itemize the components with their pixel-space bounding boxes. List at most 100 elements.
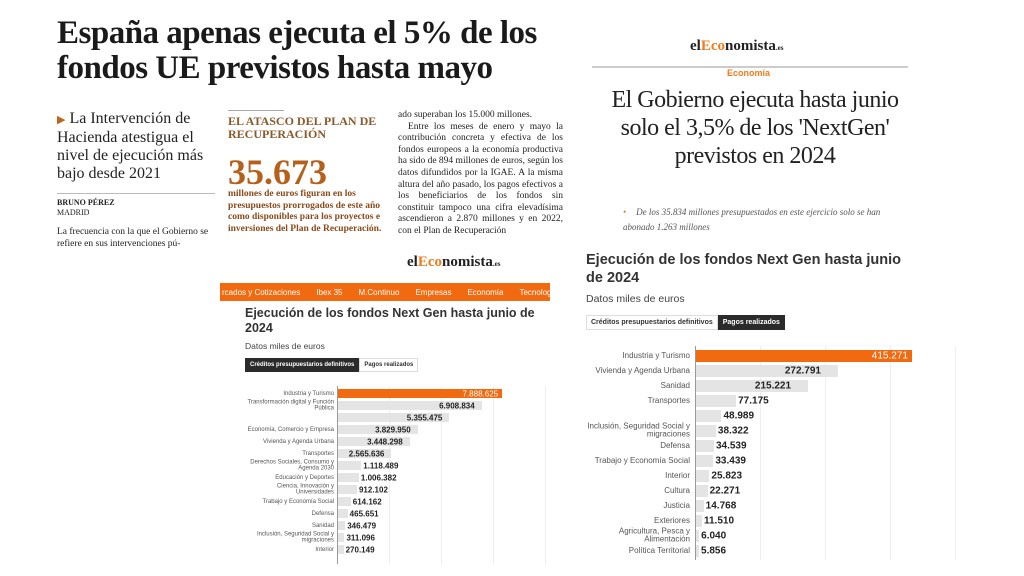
category-label: Política Territorial bbox=[628, 545, 690, 555]
data-label: 912.102 bbox=[358, 485, 388, 494]
data-label: 6.908.834 bbox=[439, 401, 475, 410]
category-label: Transportes bbox=[647, 395, 690, 405]
bar[interactable] bbox=[696, 425, 716, 437]
eleconomista-logo[interactable]: elEconomista.es bbox=[690, 38, 784, 54]
bar[interactable] bbox=[338, 521, 346, 530]
category-label: Justicia bbox=[663, 500, 690, 510]
nav-item[interactable]: rcados y Cotizaciones bbox=[222, 287, 301, 297]
site-nav: rcados y Cotizaciones Ibex 35 M.Continuo… bbox=[220, 283, 550, 301]
data-label: 3.829.950 bbox=[375, 425, 411, 434]
bar[interactable] bbox=[338, 485, 357, 494]
category-label: Defensa bbox=[660, 440, 690, 450]
chart-title: Ejecución de los fondos Next Gen hasta j… bbox=[586, 252, 902, 286]
data-label: 22.271 bbox=[709, 485, 741, 497]
bar[interactable] bbox=[696, 470, 710, 482]
category-label: Interior bbox=[665, 470, 690, 480]
data-label: 6.040 bbox=[701, 530, 727, 542]
tab-pagos[interactable]: Pagos realizados bbox=[359, 358, 419, 372]
tab-creditos[interactable]: Créditos presupuestarios definitivos bbox=[245, 358, 360, 372]
bar[interactable] bbox=[696, 440, 714, 452]
bar[interactable] bbox=[338, 413, 450, 422]
category-label: Cultura bbox=[664, 485, 690, 495]
nav-item[interactable]: Economía bbox=[467, 287, 504, 297]
nav-item[interactable]: M.Continuo bbox=[358, 287, 400, 297]
author: BRUNO PÉREZ bbox=[57, 198, 115, 207]
triangle-bullet-icon: ▶ bbox=[57, 114, 66, 126]
data-label: 48.989 bbox=[723, 410, 755, 422]
gridline bbox=[825, 346, 826, 560]
category-label: Vivienda y Agenda Urbana bbox=[595, 365, 690, 375]
bar[interactable] bbox=[338, 437, 410, 446]
gridline bbox=[389, 386, 390, 564]
bar[interactable] bbox=[696, 350, 912, 362]
bar[interactable] bbox=[338, 497, 351, 506]
bar[interactable] bbox=[338, 401, 482, 410]
box-description: millones de euros figuran en los presupu… bbox=[228, 189, 382, 234]
bar[interactable] bbox=[696, 455, 714, 467]
gridline bbox=[441, 386, 442, 564]
bar[interactable] bbox=[696, 380, 808, 392]
data-label: 1.006.382 bbox=[360, 473, 397, 482]
category-label: Sanidad bbox=[660, 380, 690, 390]
axis-line bbox=[695, 346, 696, 560]
category-label: Derechos Sociales, Consumo y Agenda 2030 bbox=[250, 459, 334, 472]
data-label: 3.448.298 bbox=[367, 437, 403, 446]
category-label: Transformación digital y Función Pública bbox=[247, 399, 334, 412]
data-label: 34.539 bbox=[715, 440, 747, 452]
bar[interactable] bbox=[696, 500, 704, 512]
category-label: Inclusión, Seguridad Social y migracione… bbox=[587, 421, 690, 439]
chart-subtitle: Datos miles de euros bbox=[586, 293, 685, 305]
gridline bbox=[955, 346, 956, 560]
category-label: Vivienda y Agenda Urbana bbox=[263, 438, 334, 445]
category-label: Defensa bbox=[311, 510, 334, 517]
section-label[interactable]: Economía bbox=[727, 68, 771, 78]
bar[interactable] bbox=[338, 389, 503, 398]
bar[interactable] bbox=[696, 365, 838, 377]
bar[interactable] bbox=[696, 485, 708, 497]
bar[interactable] bbox=[338, 545, 344, 554]
nav-item[interactable]: Tecnología bbox=[519, 287, 550, 297]
data-label: 25.823 bbox=[711, 470, 743, 482]
city: MADRID bbox=[57, 208, 90, 217]
nav-item[interactable]: Ibex 35 bbox=[316, 287, 343, 297]
bar[interactable] bbox=[696, 530, 700, 542]
data-label: 465.651 bbox=[349, 509, 379, 518]
category-label: Trabajo y Economía Social bbox=[262, 498, 334, 505]
data-label: 272.791 bbox=[784, 365, 821, 377]
data-label: 7.888.625 bbox=[462, 389, 499, 398]
bar[interactable] bbox=[696, 515, 702, 527]
tab-creditos[interactable]: Créditos presupuestarios definitivos bbox=[586, 315, 718, 330]
bar-chart-pagos: Industria y Turismo 415.271 Vivienda y Age… bbox=[582, 346, 956, 560]
body-text: La frecuencia con la que el Gobierno se … bbox=[57, 227, 209, 249]
bar[interactable] bbox=[338, 509, 348, 518]
chart-title: Ejecución de los fondos Next Gen hasta j… bbox=[245, 306, 535, 335]
bar[interactable] bbox=[338, 449, 392, 458]
data-label: 77.175 bbox=[738, 395, 769, 407]
bar[interactable] bbox=[338, 473, 359, 482]
tab-pagos[interactable]: Pagos realizados bbox=[717, 315, 785, 330]
bullet-icon: • bbox=[623, 207, 627, 217]
bar[interactable] bbox=[696, 545, 700, 557]
category-label: Trabajo y Economía Social bbox=[594, 455, 690, 465]
bar[interactable] bbox=[338, 461, 362, 470]
category-label: Sanidad bbox=[311, 522, 334, 529]
bar[interactable] bbox=[338, 533, 345, 542]
data-label: 311.096 bbox=[346, 533, 375, 542]
body-paragraph: ado superaban los 15.000 millones. bbox=[398, 110, 533, 120]
bar[interactable] bbox=[696, 395, 737, 407]
sidebar-box: EL ATASCO DEL PLAN DE RECUPERACIÓN 35.67… bbox=[228, 110, 388, 235]
data-label: 215.221 bbox=[754, 380, 792, 392]
category-label: Interior bbox=[315, 546, 334, 553]
divider bbox=[57, 193, 215, 194]
nav-item[interactable]: Empresas bbox=[415, 287, 452, 297]
lead-text: • De los 35.834 millones presupuestados e… bbox=[623, 207, 881, 232]
gridline bbox=[760, 346, 761, 560]
data-label: 14.768 bbox=[705, 500, 737, 512]
chart-tabs: Créditos presupuestarios definitivos Pag… bbox=[586, 315, 785, 330]
bar[interactable] bbox=[338, 425, 418, 434]
eleconomista-logo[interactable]: elEconomista.es bbox=[407, 254, 501, 270]
category-label: Agricultura, Pesca y Alimentación bbox=[618, 526, 690, 544]
bar[interactable] bbox=[696, 410, 722, 422]
category-label: Transportes bbox=[302, 450, 334, 457]
data-label: 1.118.489 bbox=[363, 461, 399, 470]
